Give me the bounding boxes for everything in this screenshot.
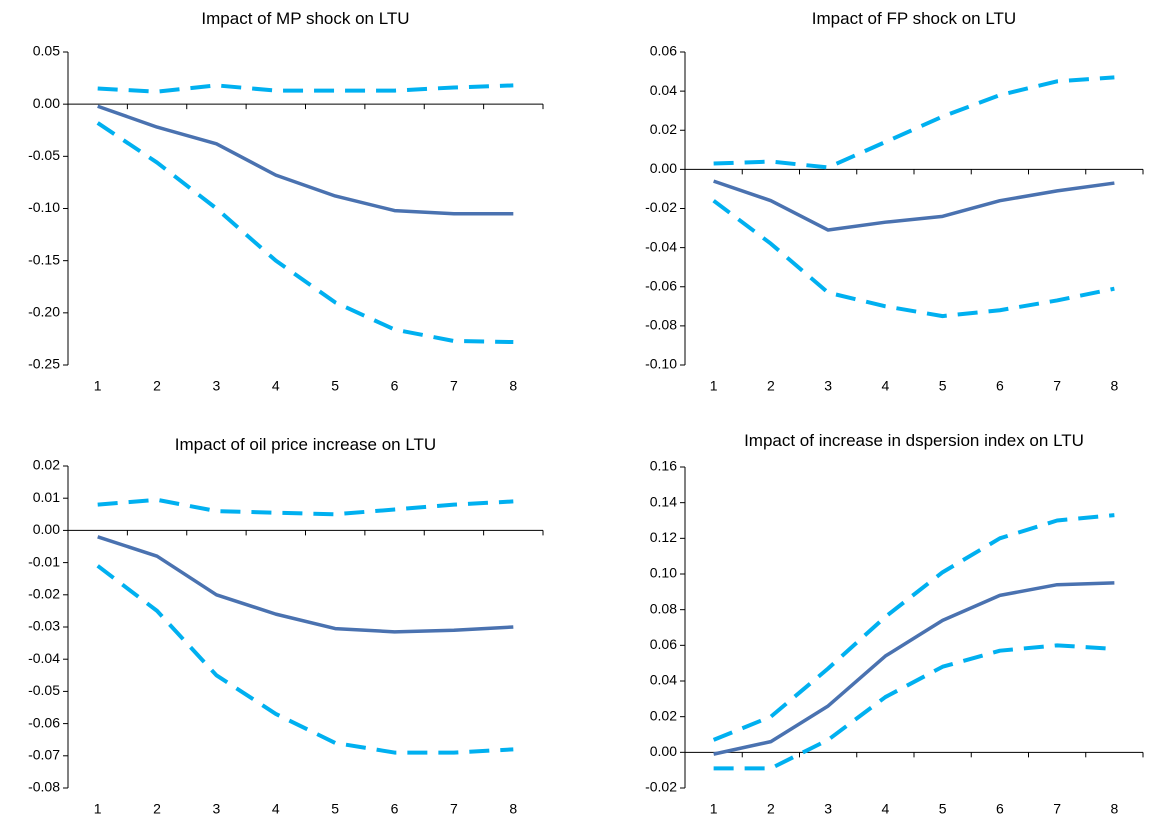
y-tick-label: -0.02 [645, 779, 677, 795]
x-tick-label: 3 [824, 378, 832, 394]
y-tick-label: -0.25 [28, 356, 60, 372]
chart-title: Impact of MP shock on LTU [201, 9, 410, 28]
x-tick-label: 8 [509, 378, 517, 394]
x-tick-label: 4 [881, 801, 889, 817]
x-tick-label: 6 [391, 378, 399, 394]
y-tick-label: 0.05 [33, 43, 60, 59]
x-tick-label: 3 [213, 378, 221, 394]
y-tick-label: 0.02 [33, 457, 60, 473]
series-line [97, 104, 514, 216]
x-tick-label: 3 [213, 801, 221, 817]
y-tick-label: 0.00 [33, 521, 60, 537]
x-tick-label: 5 [939, 378, 947, 394]
x-tick-label: 6 [996, 378, 1004, 394]
series-line [97, 535, 514, 634]
y-tick-label: -0.04 [645, 238, 677, 254]
series-line [713, 581, 1115, 756]
x-tick-label: 8 [1110, 801, 1118, 817]
chart-title: Impact of FP shock on LTU [811, 9, 1017, 28]
x-tick-label: 1 [710, 378, 718, 394]
y-tick-label: 0.08 [650, 600, 677, 616]
series-line [96, 564, 514, 755]
series-line [713, 75, 1115, 170]
x-tick-label: 1 [710, 801, 718, 817]
y-tick-label: 0.10 [650, 565, 677, 581]
x-tick-label: 1 [94, 378, 102, 394]
chart-title: Impact of oil price increase on LTU [174, 435, 437, 454]
y-tick-label: 0.06 [650, 43, 677, 59]
y-tick-label: -0.10 [28, 199, 60, 215]
y-tick-label: 0.00 [33, 95, 60, 111]
y-tick-label: -0.20 [28, 304, 60, 320]
x-tick-label: 7 [450, 801, 458, 817]
series-line [712, 513, 1115, 742]
x-tick-label: 4 [272, 801, 280, 817]
series-line [712, 199, 1115, 319]
x-tick-label: 8 [1110, 378, 1118, 394]
y-tick-label: -0.06 [645, 277, 677, 293]
chart-title: Impact of increase in dspersion index on… [744, 431, 1084, 450]
y-tick-label: -0.04 [28, 650, 60, 666]
y-tick-label: -0.06 [28, 714, 60, 730]
y-tick-label: 0.02 [650, 121, 677, 137]
y-tick-label: -0.05 [28, 147, 60, 163]
y-tick-label: 0.14 [650, 493, 677, 509]
x-tick-label: 2 [767, 801, 775, 817]
y-tick-label: -0.08 [28, 779, 60, 795]
series-line [97, 83, 514, 94]
y-tick-label: 0.01 [33, 489, 60, 505]
x-tick-label: 7 [1053, 801, 1061, 817]
y-tick-label: -0.02 [645, 199, 677, 215]
y-tick-label: 0.04 [650, 82, 677, 98]
x-tick-label: 2 [767, 378, 775, 394]
x-tick-label: 5 [331, 378, 339, 394]
y-tick-label: 0.04 [650, 672, 677, 688]
x-tick-label: 7 [450, 378, 458, 394]
x-tick-label: 4 [881, 378, 889, 394]
x-tick-label: 1 [94, 801, 102, 817]
y-tick-label: 0.16 [650, 458, 677, 474]
y-tick-label: -0.05 [28, 682, 60, 698]
y-tick-label: -0.01 [28, 553, 60, 569]
x-tick-label: 2 [153, 378, 161, 394]
x-tick-label: 5 [939, 801, 947, 817]
series-line [713, 643, 1115, 771]
x-tick-label: 4 [272, 378, 280, 394]
series-line [97, 497, 514, 517]
y-tick-label: -0.15 [28, 251, 60, 267]
x-tick-label: 6 [996, 801, 1004, 817]
x-tick-label: 6 [391, 801, 399, 817]
x-tick-label: 3 [824, 801, 832, 817]
series-line [713, 179, 1115, 232]
series-line [96, 121, 514, 345]
x-tick-label: 5 [331, 801, 339, 817]
y-tick-label: 0.12 [650, 529, 677, 545]
y-tick-label: -0.10 [645, 356, 677, 372]
x-tick-label: 2 [153, 801, 161, 817]
y-tick-label: 0.06 [650, 636, 677, 652]
y-tick-label: -0.07 [28, 747, 60, 763]
y-tick-label: 0.00 [650, 160, 677, 176]
y-tick-label: 0.02 [650, 707, 677, 723]
y-tick-label: -0.02 [28, 586, 60, 602]
x-tick-label: 7 [1053, 378, 1061, 394]
y-tick-label: -0.08 [645, 317, 677, 333]
y-tick-label: -0.03 [28, 618, 60, 634]
y-tick-label: 0.00 [650, 743, 677, 759]
x-tick-label: 8 [509, 801, 517, 817]
